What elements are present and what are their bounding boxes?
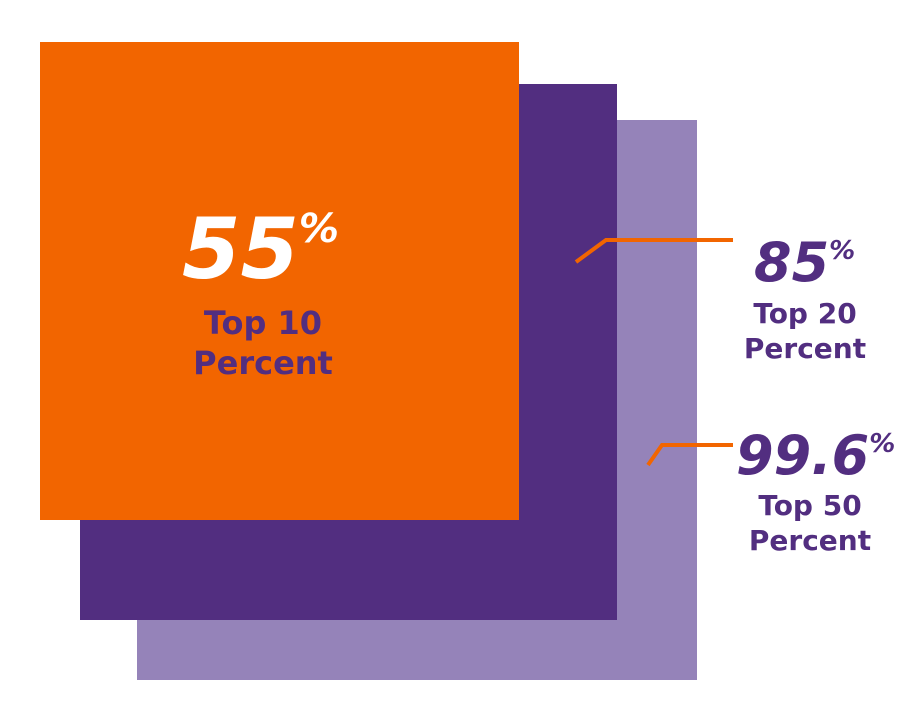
unit: % (869, 429, 895, 459)
value: 85 (754, 231, 829, 294)
stat-value: 99.6% (736, 424, 895, 487)
stat-label: Percent (749, 524, 871, 557)
leader-line (574, 238, 733, 264)
value: 99.6 (736, 424, 869, 487)
value: 55 (182, 200, 299, 298)
stat-label: Top 50 (758, 489, 861, 522)
stat-value: 55% (182, 200, 339, 298)
unit: % (829, 236, 855, 266)
leader-line (646, 443, 733, 467)
square-top-10 (40, 42, 519, 520)
unit: % (299, 206, 339, 252)
stat-label: Percent (193, 344, 333, 382)
stat-value: 85% (754, 231, 855, 294)
stat-label: Percent (744, 332, 866, 365)
stat-label: Top 20 (753, 297, 856, 330)
stat-label: Top 10 (204, 304, 322, 342)
